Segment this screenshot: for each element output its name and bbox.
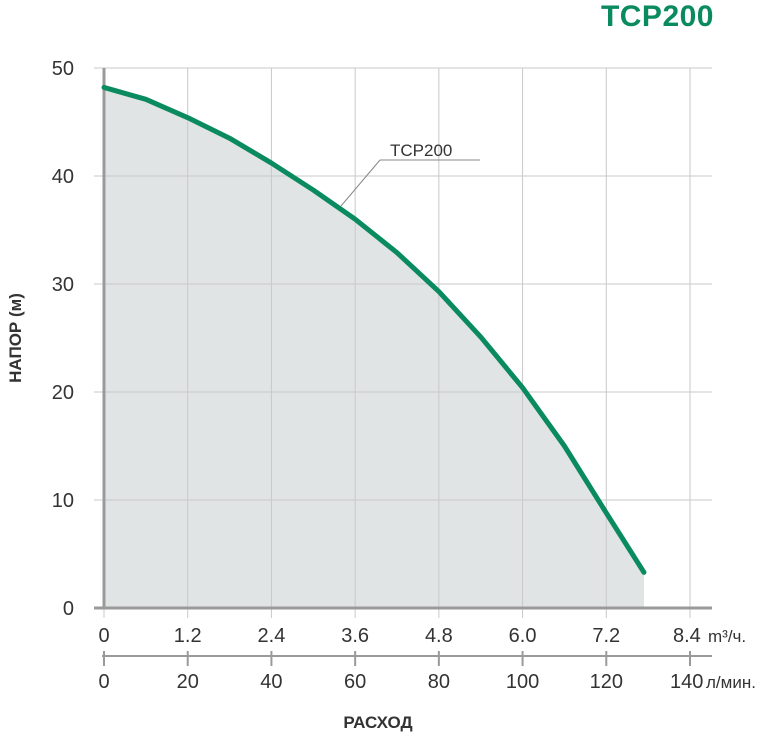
x-tick-label-secondary: 60 xyxy=(344,671,366,693)
x-tick-label-secondary: 0 xyxy=(98,671,109,693)
y-tick-label: 30 xyxy=(52,274,74,296)
x-axis-label: РАСХОД xyxy=(343,713,412,732)
x-tick-label-primary: 0 xyxy=(98,625,109,647)
y-tick-label: 10 xyxy=(52,490,74,512)
y-tick-label: 20 xyxy=(52,382,74,404)
brand-title: TCP200 xyxy=(600,0,714,33)
x-tick-label-primary: 7.2 xyxy=(592,625,620,647)
y-tick-label: 50 xyxy=(52,58,74,80)
x-tick-label-primary: 3.6 xyxy=(341,625,369,647)
x-tick-label-secondary: 140 xyxy=(670,671,703,693)
x-unit-primary: m³/ч. xyxy=(708,627,746,646)
x-tick-label-secondary: 40 xyxy=(260,671,282,693)
x-tick-label-primary: 8.4 xyxy=(673,625,701,647)
series-label: TCP200 xyxy=(390,141,452,160)
x-tick-label-secondary: 80 xyxy=(428,671,450,693)
x-tick-label-primary: 6.0 xyxy=(509,625,537,647)
x-tick-label-secondary: 20 xyxy=(177,671,199,693)
x-tick-label-primary: 1.2 xyxy=(174,625,202,647)
x-tick-label-primary: 4.8 xyxy=(425,625,453,647)
x-unit-secondary: л/мин. xyxy=(706,673,756,692)
y-tick-label: 40 xyxy=(52,166,74,188)
series-label-leader xyxy=(340,159,381,207)
series-line-tcp200 xyxy=(101,84,647,575)
curve-area-fill xyxy=(104,87,644,608)
x-tick-label-secondary: 100 xyxy=(506,671,539,693)
y-axis-label: НАПОР (м) xyxy=(6,293,25,383)
x-tick-label-primary: 2.4 xyxy=(258,625,286,647)
x-tick-label-secondary: 120 xyxy=(590,671,623,693)
y-tick-label: 0 xyxy=(63,598,74,620)
